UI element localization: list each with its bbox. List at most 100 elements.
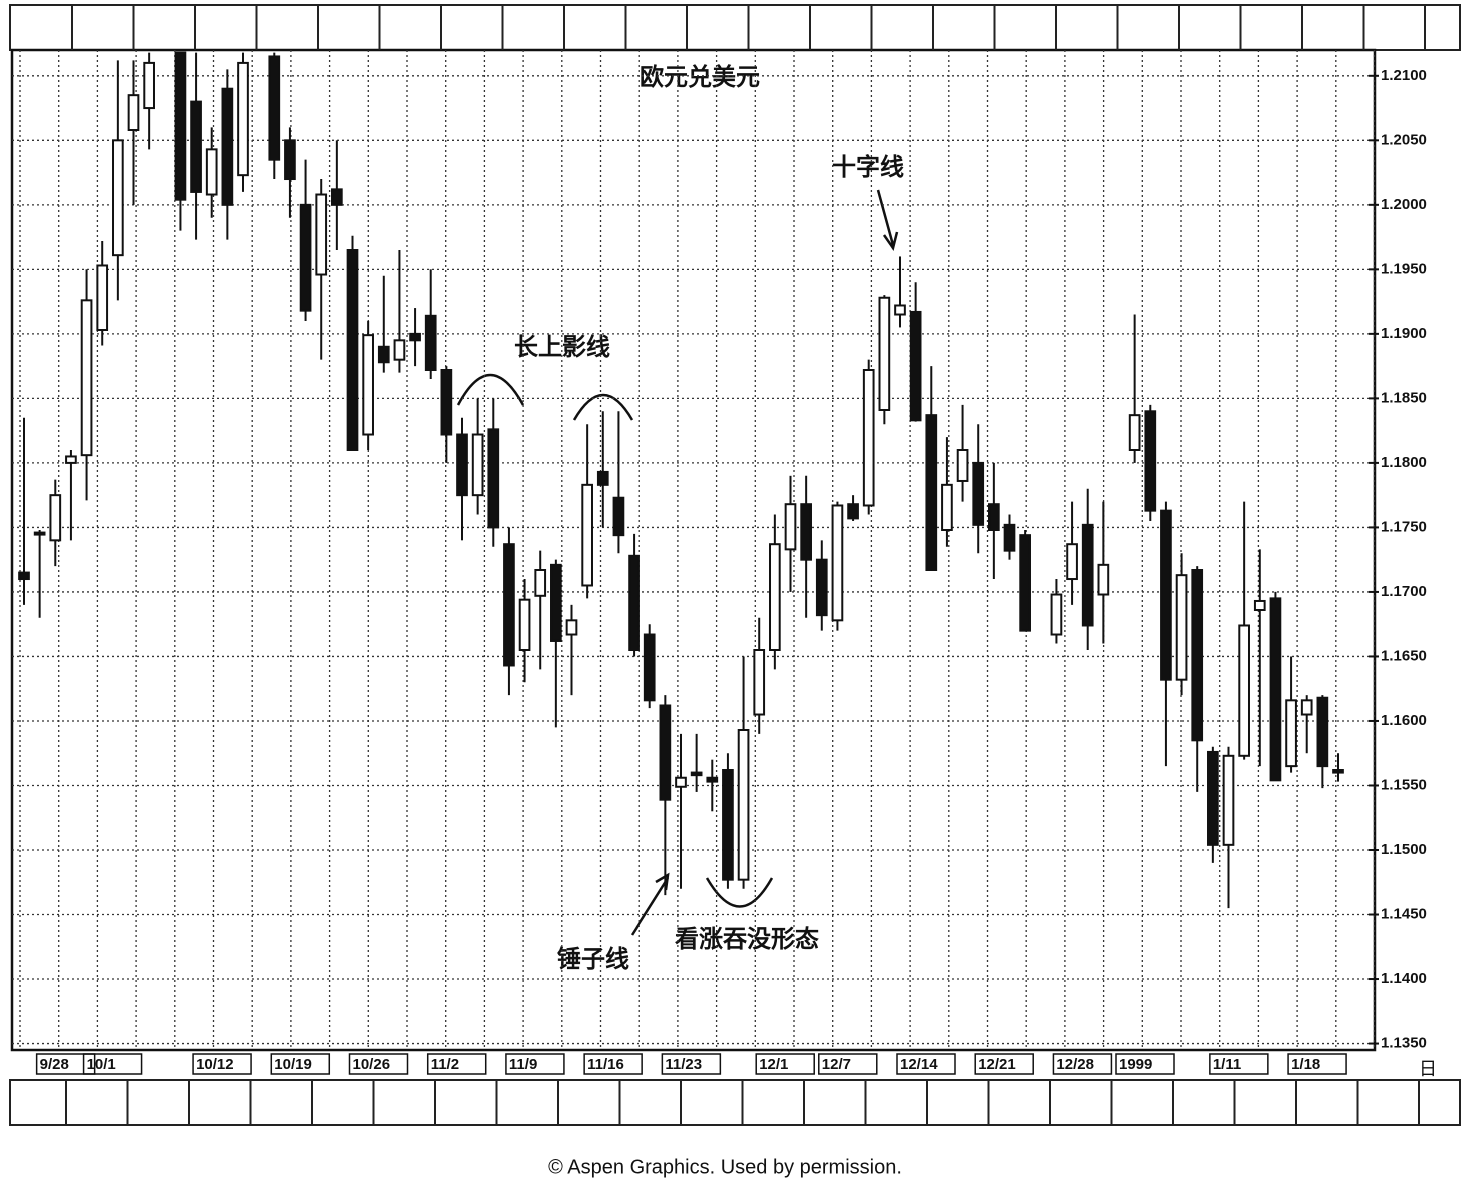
x-tick-box <box>818 1053 878 1075</box>
candle-body <box>941 483 953 532</box>
x-tick-box <box>1115 1053 1175 1075</box>
candle-body <box>643 633 656 702</box>
candle-body <box>753 649 766 716</box>
candle-body <box>1128 414 1141 451</box>
candle-body <box>1207 750 1219 846</box>
candle-body <box>393 339 406 361</box>
candle-body <box>769 543 781 651</box>
x-tick-box <box>192 1053 252 1075</box>
chart-title: 欧元兑美元 <box>640 63 760 91</box>
candle-body <box>362 334 374 436</box>
credit: © Aspen Graphics. Used by permission. <box>548 1156 902 1178</box>
x-tick-label: 9/28 <box>40 1056 69 1073</box>
x-tick-label: 10/12 <box>196 1056 234 1073</box>
candle-body <box>80 299 93 457</box>
candle-body <box>894 304 906 316</box>
y-tick-label: 1.1550 <box>1381 776 1427 793</box>
candle-body <box>456 433 468 497</box>
x-tick-label: 10/1 <box>87 1056 116 1073</box>
y-tick-label: 1.1450 <box>1381 905 1427 922</box>
annotation: 锤子线 <box>557 945 629 973</box>
candle-body <box>112 139 124 257</box>
candle-body <box>1238 624 1250 757</box>
candle-body <box>127 94 140 132</box>
x-tick-label: 10/19 <box>274 1056 312 1073</box>
candle-body <box>1300 699 1313 716</box>
candle-body <box>628 554 640 652</box>
candle-body <box>1316 696 1329 768</box>
x-tick-box <box>661 1053 722 1075</box>
candle-body <box>299 203 312 312</box>
candle-body <box>1269 597 1282 782</box>
x-tick-box <box>1209 1053 1269 1075</box>
candle-body <box>440 369 453 436</box>
candle-body <box>675 776 687 788</box>
candle-body <box>690 771 703 777</box>
candle-body <box>1003 523 1016 552</box>
candle-body <box>18 571 30 581</box>
x-tick-label: 11/2 <box>431 1056 459 1073</box>
candle-body <box>503 543 515 667</box>
candle-body <box>315 193 328 276</box>
candle-body <box>377 345 390 364</box>
candle-body <box>565 619 578 636</box>
candle-body <box>1285 699 1297 768</box>
candle-body <box>862 369 875 507</box>
x-tick-box <box>1287 1053 1347 1075</box>
x-tick-box <box>755 1053 815 1075</box>
candle-body <box>878 296 891 412</box>
candle-body <box>831 504 844 622</box>
annotation: 看涨吞没形态 <box>675 925 819 953</box>
candle-body <box>1097 563 1110 596</box>
x-tick-label: 11/23 <box>665 1056 702 1073</box>
candle-body <box>815 558 828 617</box>
y-tick-label: 1.1350 <box>1381 1035 1427 1052</box>
candle-body <box>988 503 1000 531</box>
candle-body <box>534 569 547 597</box>
candle-body <box>550 563 562 642</box>
y-tick-label: 1.1650 <box>1381 647 1427 664</box>
x-tick-label: 12/21 <box>978 1056 1016 1073</box>
candle-body <box>1066 543 1078 581</box>
y-tick-label: 1.1500 <box>1381 841 1427 858</box>
candle-body <box>1144 410 1157 512</box>
x-axis-label: 日 <box>1419 1059 1437 1080</box>
annotation-shapes <box>456 189 899 936</box>
y-tick-label: 1.1850 <box>1381 389 1427 406</box>
candle-body <box>737 729 750 881</box>
candle-body <box>205 148 218 196</box>
candle-body <box>237 61 249 177</box>
candle-body <box>33 531 46 536</box>
candle-body <box>424 314 437 372</box>
x-tick-label: 12/1 <box>759 1056 788 1073</box>
y-tick-label: 1.1750 <box>1381 518 1427 535</box>
candle-body <box>221 87 234 206</box>
x-tick-label: 10/26 <box>353 1056 391 1073</box>
x-tick-box <box>1052 1053 1113 1075</box>
candle-body <box>1222 754 1235 846</box>
candle-body <box>1191 569 1204 742</box>
x-tick-box <box>896 1053 956 1075</box>
candle-body <box>909 310 922 422</box>
candle-body <box>659 704 672 801</box>
annotation: 十字线 <box>832 153 904 181</box>
y-tick-label: 1.1950 <box>1381 260 1427 277</box>
candle-body <box>174 51 187 201</box>
x-tick-box <box>583 1053 643 1075</box>
y-tick-label: 1.1900 <box>1381 325 1427 342</box>
candle-body <box>1160 509 1172 681</box>
candle-body <box>1081 523 1094 627</box>
candle-body <box>190 100 202 193</box>
candle-body <box>1175 574 1188 681</box>
y-tick-label: 1.1800 <box>1381 454 1427 471</box>
x-tick-label: 1/18 <box>1291 1056 1320 1073</box>
candle-body <box>487 428 500 529</box>
candle-body <box>331 188 343 206</box>
y-tick-label: 1.1400 <box>1381 970 1427 987</box>
candle-body <box>784 503 797 551</box>
candle-body <box>612 496 625 537</box>
candle-body <box>65 455 77 464</box>
x-tick-box <box>505 1053 565 1075</box>
candle-body <box>581 483 593 587</box>
candle-body <box>800 503 812 561</box>
